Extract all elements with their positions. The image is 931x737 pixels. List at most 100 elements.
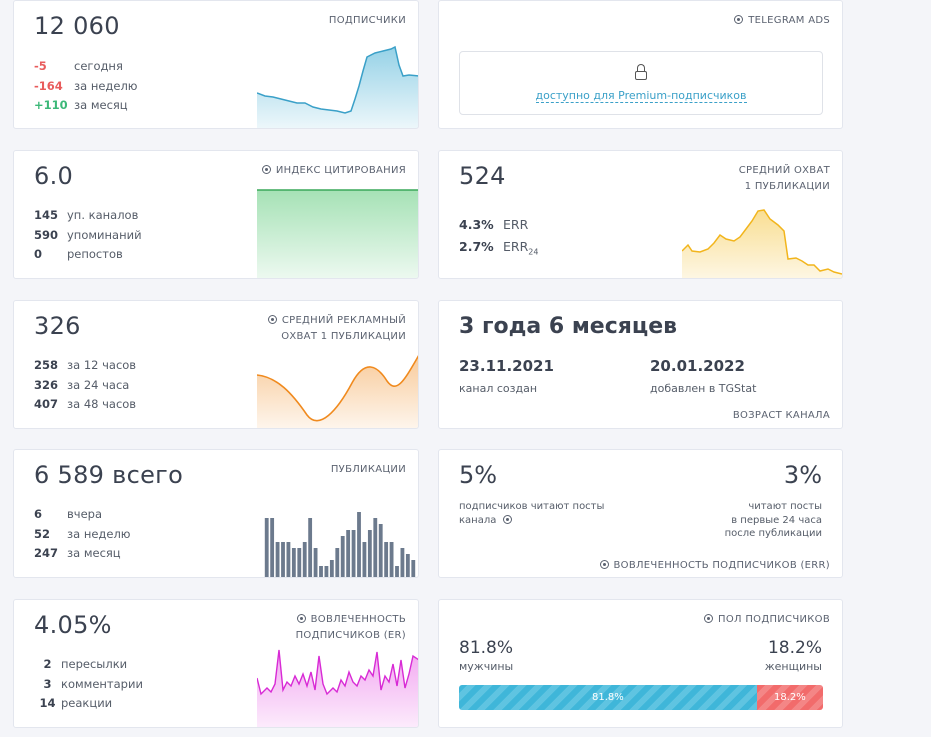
- err-right-text: читают посты в первые 24 часа после публ…: [724, 501, 822, 539]
- lock-icon: [634, 64, 648, 80]
- stat-row: -5 сегодня: [34, 59, 123, 73]
- female-bar: 18.2%: [756, 685, 823, 710]
- reach-sparkline: [682, 209, 842, 278]
- stat-row: 3 комментарии: [43, 676, 143, 691]
- posts-bar: [291, 548, 296, 577]
- female-label: женщины: [764, 660, 822, 673]
- posts-bar: [340, 536, 345, 577]
- posts-bar: [313, 548, 318, 577]
- posts-bar: [324, 566, 329, 577]
- posts-label: ПУБЛИКАЦИИ: [330, 464, 406, 475]
- citation-label[interactable]: ИНДЕКС ЦИТИРОВАНИЯ: [261, 163, 406, 179]
- stat-row: 407 за 48 часов: [34, 397, 137, 411]
- gender-label[interactable]: ПОЛ ПОДПИСЧИКОВ: [704, 612, 830, 628]
- stat-row: 0 репостов: [34, 247, 123, 261]
- info-icon: [599, 560, 609, 569]
- er-stats: 2 пересылки 3 комментарии 14 реакции: [34, 655, 143, 714]
- reach-label: СРЕДНИЙ ОХВАТ 1 ПУБЛИКАЦИИ: [738, 165, 830, 192]
- male-label: мужчины: [459, 660, 514, 673]
- channel-age: 3 года 6 месяцев: [459, 314, 678, 339]
- posts-bar: [405, 554, 410, 577]
- premium-link[interactable]: доступно для Premium-подписчиков: [535, 89, 747, 103]
- posts-bar: [346, 530, 351, 577]
- subscribers-card: 12 060 ПОДПИСЧИКИ -5 сегодня -164 за недел…: [13, 0, 419, 129]
- citation-sparkline: [257, 189, 418, 278]
- posts-card: 6 589 всего ПУБЛИКАЦИИ 6 вчера 52 за недел…: [13, 449, 419, 578]
- ad-reach-value: 326: [34, 312, 81, 340]
- stat-row: 247 за месяц: [34, 546, 121, 560]
- stat-row: -164 за неделю: [34, 78, 138, 93]
- gender-bar: 81.8% 18.2%: [459, 685, 823, 710]
- posts-bar: [373, 518, 378, 577]
- reach-stats: 4.3% ERR 2.7% ERR24: [459, 214, 538, 264]
- posts-stats: 6 вчера 52 за неделю 247 за месяц: [34, 505, 130, 564]
- posts-bar: [400, 548, 405, 577]
- posts-bar: [357, 512, 361, 577]
- stat-row: 2 пересылки: [43, 657, 128, 671]
- er-label[interactable]: ВОВЛЕЧЕННОСТЬ ПОДПИСЧИКОВ (ER): [295, 614, 406, 641]
- subscribers-stats: -5 сегодня -164 за неделю +110 за месяц: [34, 57, 137, 116]
- stat-row: 4.3% ERR: [459, 217, 529, 232]
- posts-bar: [308, 518, 313, 577]
- stat-row: 14 реакции: [39, 696, 113, 710]
- err-label[interactable]: ВОВЛЕЧЕННОСТЬ ПОДПИСЧИКОВ (ERR): [599, 558, 831, 574]
- posts-bar-chart: [264, 512, 416, 577]
- added-date: 20.01.2022: [650, 357, 745, 375]
- added-label: добавлен в TGStat: [650, 382, 757, 395]
- posts-bar: [411, 560, 416, 577]
- stat-row: 590 упоминаний: [34, 227, 142, 242]
- telegram-ads-label[interactable]: TELEGRAM ADS: [734, 13, 830, 29]
- stat-row: +110 за месяц: [34, 98, 128, 112]
- info-icon: [296, 614, 306, 623]
- err-left-value: 5%: [459, 461, 498, 489]
- subscribers-count: 12 060: [34, 12, 120, 40]
- posts-bar: [281, 542, 285, 577]
- er-value: 4.05%: [34, 611, 112, 639]
- posts-bar: [270, 518, 275, 577]
- channel-age-card: 3 года 6 месяцев 23.11.2021 канал создан…: [438, 300, 843, 429]
- telegram-ads-card: TELEGRAM ADS доступно для Premium-подпис…: [438, 0, 843, 129]
- posts-bar: [335, 548, 340, 577]
- posts-bar: [367, 530, 372, 577]
- average-reach: 524: [459, 162, 506, 190]
- stat-row: 258 за 12 часов: [34, 358, 137, 372]
- posts-bar: [286, 542, 291, 577]
- er-sparkline: [257, 649, 418, 727]
- citation-card: 6.0 ИНДЕКС ЦИТИРОВАНИЯ 145 уп. каналов 59…: [13, 150, 419, 279]
- posts-bar: [378, 524, 383, 577]
- female-value: 18.2%: [767, 638, 822, 658]
- stat-row: 2.7% ERR24: [459, 239, 539, 257]
- posts-bar: [275, 542, 280, 577]
- ad-reach-stats: 258 за 12 часов 326 за 24 часа 407 за 48 ча…: [34, 356, 136, 415]
- created-label: канал создан: [459, 382, 538, 395]
- posts-bar: [362, 542, 367, 577]
- channel-age-label: ВОЗРАСТ КАНАЛА: [732, 410, 830, 421]
- info-icon: [734, 15, 744, 24]
- posts-bar: [319, 566, 323, 577]
- posts-count: 6 589 всего: [34, 461, 184, 489]
- gender-card: ПОЛ ПОДПИСЧИКОВ 81.8% мужчины 18.2% женщ…: [438, 599, 843, 728]
- posts-bar: [264, 518, 269, 577]
- err-right-value: 3%: [783, 461, 822, 489]
- info-icon[interactable]: [502, 514, 512, 524]
- info-icon: [704, 614, 714, 623]
- err-card: 5% подписчиков читают посты канала 3% чи…: [438, 449, 843, 578]
- info-icon: [261, 165, 271, 174]
- reach-card: 524 СРЕДНИЙ ОХВАТ 1 ПУБЛИКАЦИИ 4.3% ERR 2.…: [438, 150, 843, 279]
- stat-row: 326 за 24 часа: [34, 377, 130, 392]
- info-icon: [267, 315, 277, 324]
- premium-lock-box: доступно для Premium-подписчиков: [459, 51, 823, 115]
- ad-reach-label[interactable]: СРЕДНИЙ РЕКЛАМНЫЙ ОХВАТ 1 ПУБЛИКАЦИИ: [267, 313, 406, 345]
- subscribers-sparkline: [257, 45, 418, 128]
- male-bar: 81.8%: [459, 685, 757, 710]
- er-card: 4.05% ВОВЛЕЧЕННОСТЬ ПОДПИСЧИКОВ (ER) 2 пер…: [13, 599, 419, 728]
- subscribers-label: ПОДПИСЧИКИ: [328, 15, 406, 26]
- ad-reach-card: 326 СРЕДНИЙ РЕКЛАМНЫЙ ОХВАТ 1 ПУБЛИКАЦИИ …: [13, 300, 419, 429]
- created-date: 23.11.2021: [459, 357, 554, 375]
- err-left-text: подписчиков читают посты канала: [459, 501, 605, 526]
- posts-bar: [389, 542, 394, 577]
- posts-bar: [384, 542, 389, 577]
- stat-row: 6 вчера: [34, 507, 102, 521]
- posts-bar: [297, 548, 302, 577]
- posts-bar: [302, 542, 307, 577]
